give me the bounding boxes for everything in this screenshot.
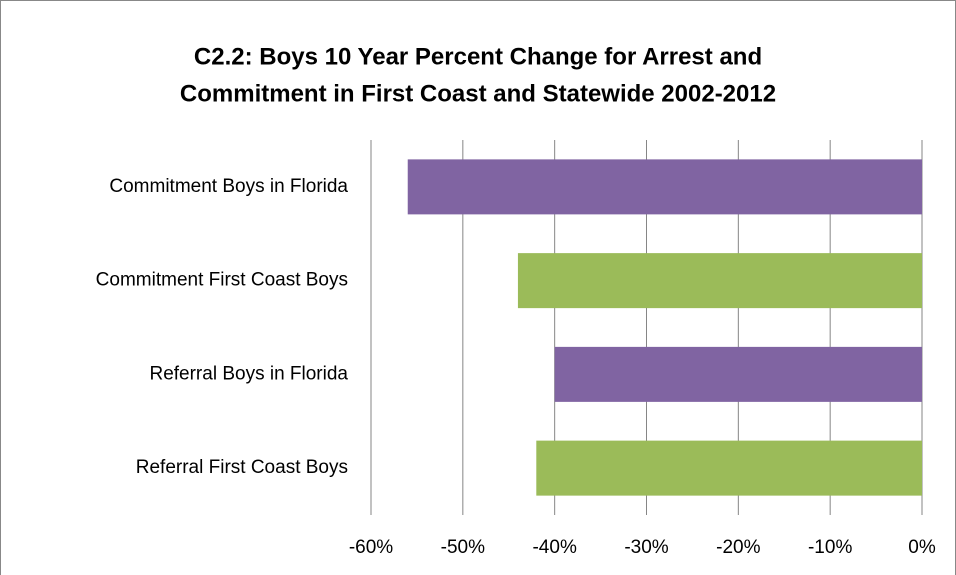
x-tick-label: -20% [716,537,760,558]
chart-title: Commitment in First Coast and Statewide … [180,80,776,107]
y-tick-label: Referral Boys in Florida [149,363,348,384]
x-tick-label: -30% [624,537,668,558]
y-tick-label: Commitment Boys in Florida [109,176,348,197]
bar [517,253,922,309]
y-tick-label: Commitment First Coast Boys [96,270,348,291]
x-tick-label: -10% [808,537,852,558]
x-tick-label: -40% [532,537,576,558]
chart-title: C2.2: Boys 10 Year Percent Change for Ar… [194,43,762,70]
bar [554,346,922,402]
bar [407,159,922,215]
x-tick-label: -60% [349,537,393,558]
x-tick-label: 0% [908,537,936,558]
x-tick-label: -50% [441,537,485,558]
bar [536,440,922,496]
y-tick-label: Referral First Coast Boys [136,457,348,478]
